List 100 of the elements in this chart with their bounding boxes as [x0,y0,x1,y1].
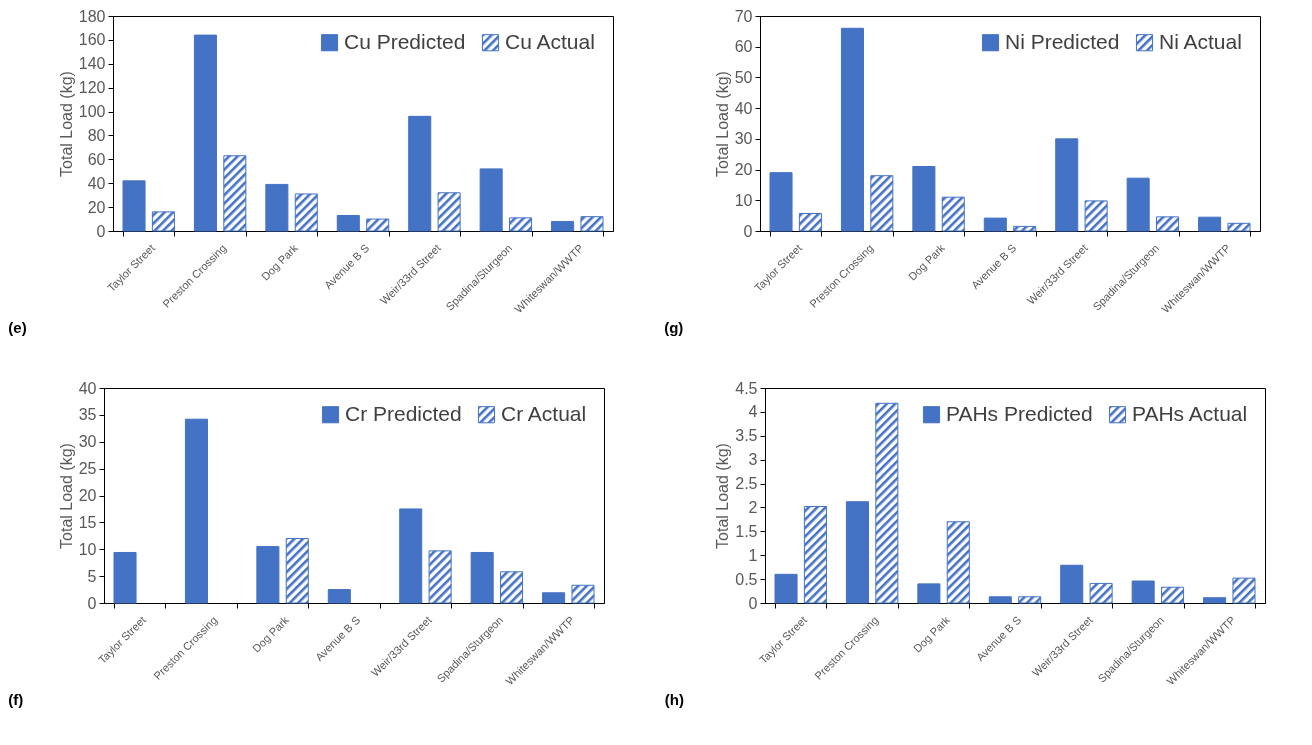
text: (f) [8,690,24,708]
y-tick-label: 3.5 [735,427,758,445]
y-axis-title: Total Load (kg) [57,71,75,177]
bar [470,551,494,604]
bar [983,217,1007,232]
bar [428,550,452,604]
y-tick-label: 10 [78,540,97,558]
bar [1131,580,1155,604]
legend-label: Cu Actual [505,29,595,53]
y-tick-label: 2.5 [735,475,758,493]
y-tick-label: 20 [78,487,97,504]
bar [1156,216,1180,232]
legend-label: Ni Actual [1159,29,1242,53]
bar [1126,177,1150,232]
bar [840,27,864,232]
legend-label: Cu Predicted [344,29,466,53]
legend-label: Cr Predicted [345,401,462,425]
bar [580,216,604,232]
y-tick-label: 40 [734,99,753,117]
y-tick-label: 0 [96,222,106,240]
y-tick-label: 160 [78,31,106,49]
bar [437,192,461,232]
y-tick-label: 30 [734,130,753,148]
y-tick-label: 1.5 [735,522,758,540]
bar [256,546,280,604]
y-tick-label: 35 [78,406,97,424]
bar [327,589,351,604]
bar [1198,216,1222,232]
bar [1161,586,1185,604]
bar [870,175,894,232]
bar [366,218,390,232]
bar [1232,577,1256,604]
bar [1018,596,1042,604]
y-tick-label: 0 [748,594,758,612]
y-tick-label: 60 [87,150,106,168]
y-tick-label: 120 [78,79,106,97]
bar [941,196,965,232]
y-tick-label: 180 [78,7,106,25]
bar [1055,138,1079,232]
bar [774,573,798,604]
bar [917,583,941,604]
bar [542,592,566,604]
bar [285,538,309,604]
bar [769,172,793,232]
y-tick-label: 140 [78,55,106,73]
y-tick-label: 80 [87,126,106,144]
bar [988,596,1012,604]
bar [1203,597,1227,604]
bar [336,214,360,232]
y-axis-title: Total Load (kg) [714,443,732,549]
y-tick-label: 10 [734,191,753,209]
text: (h) [664,690,684,708]
bar [193,34,217,232]
legend-label: Cr Actual [501,401,587,425]
y-tick-label: 3 [748,451,758,469]
text: (e) [8,318,27,336]
y-tick-label: 4 [748,403,758,421]
bar [223,155,247,232]
y-tick-label: 50 [734,68,753,86]
y-tick-label: 100 [78,103,106,121]
y-tick-label: 4.5 [735,379,758,397]
y-tick-label: 1 [748,546,758,564]
bar [113,551,137,604]
bar [946,521,970,604]
bar [265,183,289,232]
bar [184,418,208,604]
y-tick-label: 0 [87,594,97,612]
bar [912,166,936,232]
bar [1084,200,1108,232]
bar [509,217,533,232]
text: (g) [664,318,684,336]
y-tick-label: 40 [78,379,97,397]
bar [798,212,822,232]
bar [1060,564,1084,604]
bar [1089,582,1113,604]
y-tick-label: 60 [734,38,753,56]
y-tick-label: 2 [748,498,758,516]
y-tick-label: 15 [78,513,97,531]
y-tick-label: 5 [87,567,97,585]
bar [845,501,869,604]
bar [1227,222,1251,232]
y-tick-label: 20 [734,161,753,179]
bar [803,505,827,604]
bar [571,584,595,604]
legend-label: PAHs Actual [1132,401,1248,425]
y-tick-label: 30 [78,433,97,451]
y-tick-label: 0.5 [735,570,758,588]
y-tick-label: 0 [743,222,753,240]
bar [500,571,524,604]
bar [399,508,423,604]
y-tick-label: 70 [734,7,753,25]
bar [1013,225,1037,232]
bar [551,220,575,232]
y-tick-label: 25 [78,460,97,478]
y-tick-label: 40 [87,174,106,192]
legend-label: Ni Predicted [1005,29,1120,53]
bar [479,168,503,232]
bar [875,402,899,604]
bar [294,193,318,232]
legend-label: PAHs Predicted [946,401,1093,425]
